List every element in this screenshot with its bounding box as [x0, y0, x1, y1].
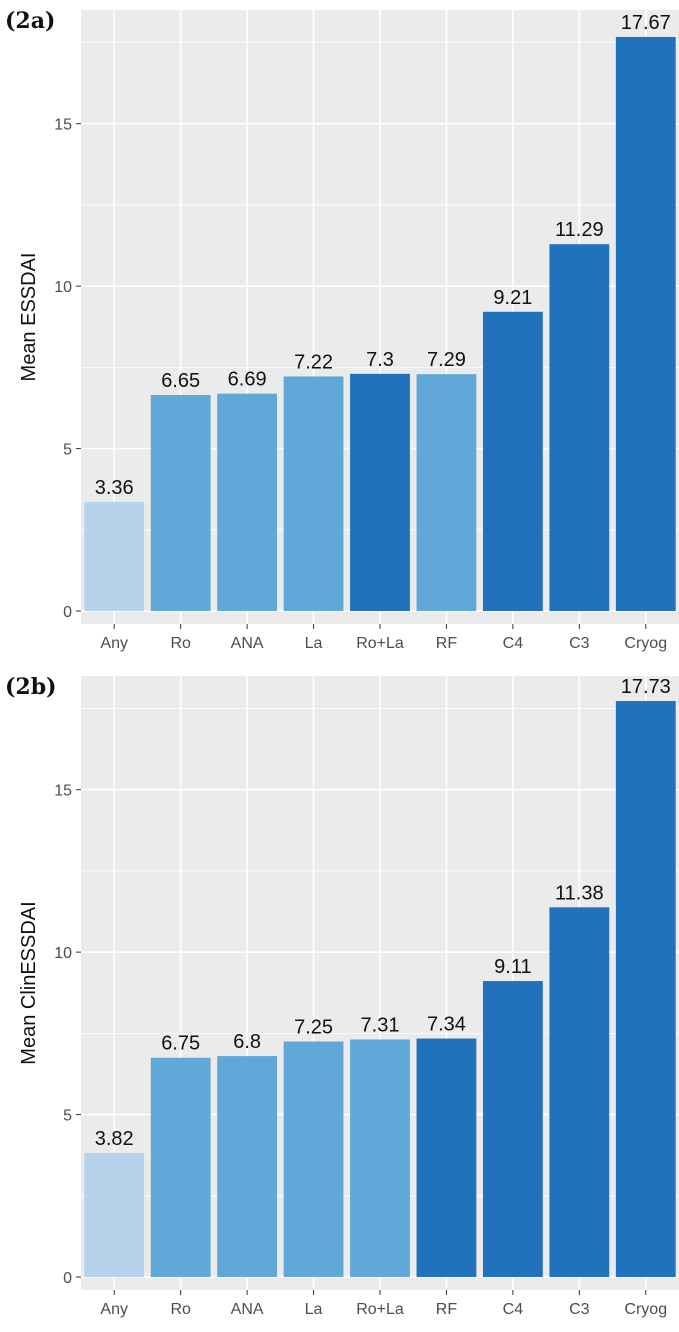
- chart-2a-bar-ana: [217, 393, 278, 612]
- chart-2a-value-label: 7.22: [294, 351, 333, 373]
- chart-2a-y-tick-label: 15: [54, 117, 72, 134]
- chart-2a-bar-ro-la: [350, 373, 410, 612]
- chart-2a-y-axis-title: Mean ESSDAI: [18, 253, 40, 382]
- chart-2a-x-tick-label: Ro: [170, 635, 191, 652]
- chart-2b-bar-ro-la: [350, 1039, 410, 1278]
- chart-2a-bar-ro: [150, 394, 211, 612]
- chart-2a-y-tick-label: 10: [54, 279, 72, 296]
- chart-2b-value-label: 17.73: [621, 676, 671, 698]
- chart-2b-bar-any: [84, 1152, 145, 1278]
- chart-2b-value-label: 6.8: [233, 1031, 261, 1053]
- chart-2a-svg: 0 5 10 15 3.36 Any 6.65 Ro 6.69 ANA 7.22 La 7.3 Ro+La…: [5, 8, 679, 652]
- chart-2b-value-label: 3.82: [95, 1128, 134, 1150]
- chart-2a-value-label: 3.36: [95, 477, 134, 499]
- chart-panel-2b: 0 5 10 15 3.82 Any 6.75 Ro 6.8 ANA 7.25 La 7.31 Ro+La…: [0, 666, 679, 1332]
- chart-2a-y-tick-label: 0: [63, 604, 72, 621]
- chart-2b-value-label: 7.31: [361, 1015, 400, 1037]
- chart-2b-bar-ro: [150, 1057, 211, 1278]
- chart-2b-bar-cryog: [615, 701, 676, 1278]
- chart-2b-bar-c3: [549, 907, 610, 1278]
- chart-2b-y-tick-label: 5: [63, 1108, 72, 1125]
- chart-2a-value-label: 17.67: [621, 12, 671, 34]
- chart-2a-bar-c4: [482, 311, 543, 612]
- chart-2a-value-label: 7.3: [366, 349, 394, 371]
- chart-2a-x-tick-label: RF: [436, 635, 458, 652]
- chart-2a-bar-any: [84, 501, 145, 612]
- chart-2a-value-label: 7.29: [427, 349, 466, 371]
- chart-2a-x-tick-label: Cryog: [624, 635, 667, 652]
- chart-2a-bar-la: [283, 376, 344, 612]
- chart-2a-y-tick-label: 5: [63, 442, 72, 459]
- chart-2b-bar-rf: [416, 1038, 477, 1278]
- chart-2b-x-tick-label: ANA: [231, 1301, 264, 1318]
- chart-2a-panel-label: (2a): [5, 8, 55, 34]
- chart-2b-value-label: 7.34: [427, 1014, 466, 1036]
- chart-2b-bar-ana: [217, 1056, 278, 1278]
- chart-2b-value-label: 9.11: [494, 956, 531, 978]
- chart-2a-value-label: 9.21: [493, 287, 532, 309]
- chart-2b-y-axis-title: Mean ClinESSDAI: [18, 901, 40, 1064]
- chart-2b-x-tick-label: C4: [503, 1301, 524, 1318]
- chart-2a-x-tick-label: La: [305, 635, 323, 652]
- chart-2a-value-label: 6.65: [161, 370, 200, 392]
- chart-2a-value-label: 6.69: [228, 369, 267, 391]
- chart-2b-value-label: 7.25: [294, 1016, 333, 1038]
- chart-2b-x-tick-label: Ro: [170, 1301, 191, 1318]
- chart-2b-value-label: 11.38: [555, 882, 604, 904]
- chart-2b-x-tick-label: RF: [436, 1301, 458, 1318]
- chart-2b-bar-la: [283, 1041, 344, 1278]
- chart-2a-x-tick-label: ANA: [231, 635, 264, 652]
- chart-2a-x-tick-label: C3: [569, 635, 590, 652]
- chart-2a-bar-cryog: [615, 36, 676, 612]
- chart-panel-2a: 0 5 10 15 3.36 Any 6.65 Ro 6.69 ANA 7.22 La 7.3 Ro+La…: [5, 8, 679, 652]
- chart-2b-panel-label: (2b): [5, 674, 57, 700]
- chart-2b-y-tick-label: 15: [54, 783, 72, 800]
- chart-2b-x-tick-label: Ro+La: [356, 1301, 404, 1318]
- chart-2a-bar-rf: [416, 374, 477, 612]
- chart-2b-x-tick-label: C3: [569, 1301, 590, 1318]
- chart-2a-x-tick-label: Ro+La: [356, 635, 404, 652]
- chart-2a-bar-c3: [549, 244, 610, 612]
- chart-2a-x-tick-label: C4: [503, 635, 524, 652]
- chart-2b-x-tick-label: Any: [100, 1301, 128, 1318]
- chart-2a-x-tick-label: Any: [100, 635, 128, 652]
- chart-2b-y-tick-label: 0: [63, 1270, 72, 1287]
- chart-2b-x-tick-label: Cryog: [624, 1301, 667, 1318]
- chart-2b-svg: 0 5 10 15 3.82 Any 6.75 Ro 6.8 ANA 7.25 La 7.31 Ro+La…: [5, 674, 679, 1318]
- chart-2b-y-tick-label: 10: [54, 945, 72, 962]
- chart-2b-value-label: 6.75: [161, 1033, 200, 1055]
- chart-2a-value-label: 11.29: [555, 219, 604, 241]
- chart-2b-x-tick-label: La: [305, 1301, 323, 1318]
- chart-2b-bar-c4: [482, 981, 543, 1278]
